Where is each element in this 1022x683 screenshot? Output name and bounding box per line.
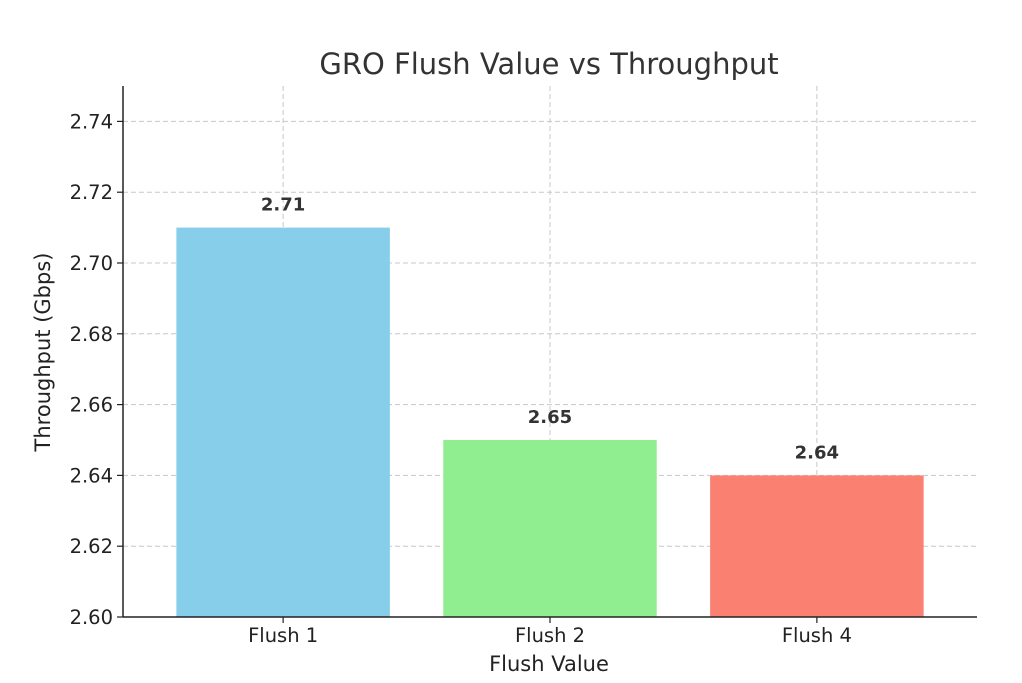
y-tick-label: 2.72 bbox=[70, 181, 113, 204]
bar bbox=[176, 227, 390, 617]
y-tick-label: 2.74 bbox=[70, 110, 113, 133]
bar-layer bbox=[176, 227, 924, 617]
y-tick-label: 2.62 bbox=[70, 535, 113, 558]
chart-title: GRO Flush Value vs Throughput bbox=[319, 47, 778, 81]
bar bbox=[443, 440, 657, 617]
y-tick-label: 2.64 bbox=[70, 464, 113, 487]
axes-layer bbox=[117, 86, 977, 623]
bar-value-label: 2.65 bbox=[528, 407, 572, 428]
x-tick-label: Flush 1 bbox=[248, 624, 318, 647]
y-tick-label: 2.66 bbox=[70, 394, 113, 417]
x-axis-label: Flush Value bbox=[489, 652, 609, 676]
label-layer: 2.60 2.62 2.64 2.66 2.68 2.70 2.72 2.74 Flush 1 2… bbox=[70, 110, 852, 647]
bar bbox=[710, 475, 924, 617]
bar-value-label: 2.71 bbox=[261, 195, 305, 216]
y-axis-label: Throughput (Gbps) bbox=[31, 253, 55, 453]
y-tick-label: 2.70 bbox=[70, 252, 113, 275]
y-tick-label: 2.60 bbox=[70, 606, 113, 629]
bar-value-label: 2.64 bbox=[795, 442, 839, 463]
y-tick-label: 2.68 bbox=[70, 323, 113, 346]
x-tick-label: Flush 2 bbox=[515, 624, 585, 647]
x-tick-label: Flush 4 bbox=[782, 624, 852, 647]
